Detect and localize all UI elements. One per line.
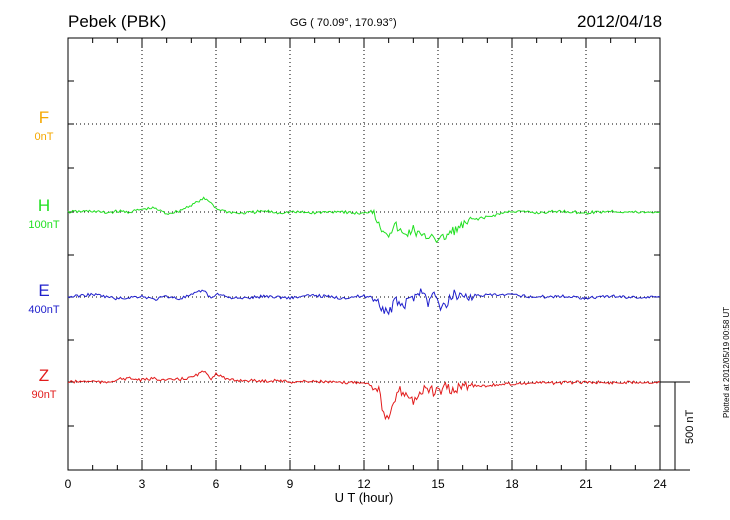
series-name-E: E <box>38 281 49 300</box>
series-offset-H: 100nT <box>28 219 59 231</box>
series-offset-F: 0nT <box>35 131 54 143</box>
plot-date: 2012/04/18 <box>577 12 663 31</box>
series-line-Z <box>67 370 661 421</box>
scale-bar-label: 500 nT <box>684 409 696 444</box>
plotted-timestamp: Plotted at 2012/05/19 00:58 UT <box>722 306 730 418</box>
station-coordinates: GG ( 70.09°, 170.93°) <box>290 17 397 29</box>
vertical-gridlines <box>141 38 587 470</box>
series-line-E <box>67 288 661 316</box>
series-offset-E: 400nT <box>28 304 59 316</box>
series-name-Z: Z <box>39 366 49 385</box>
series-name-F: F <box>39 108 49 127</box>
series-lines <box>67 196 661 421</box>
station-title: Pebek (PBK) <box>68 12 167 31</box>
x-tick-label: 12 <box>357 477 371 491</box>
x-tick-labels: 0 3 6 9 12 15 18 21 24 <box>65 477 667 491</box>
x-axis-title: U T (hour) <box>335 490 394 505</box>
series-offset-Z: 90nT <box>31 389 56 401</box>
x-tick-label: 24 <box>653 477 667 491</box>
horizontal-gridlines <box>68 123 660 383</box>
x-tick-label: 18 <box>505 477 519 491</box>
x-tick-label: 21 <box>579 477 593 491</box>
x-tick-label: 9 <box>287 477 294 491</box>
series-name-H: H <box>38 196 50 215</box>
series-labels: F 0nT H 100nT E 400nT Z 90nT <box>28 108 59 401</box>
x-tick-label: 15 <box>431 477 445 491</box>
x-tick-label: 3 <box>139 477 146 491</box>
x-tick-label: 6 <box>213 477 220 491</box>
series-line-H <box>67 196 661 244</box>
x-tick-label: 0 <box>65 477 72 491</box>
